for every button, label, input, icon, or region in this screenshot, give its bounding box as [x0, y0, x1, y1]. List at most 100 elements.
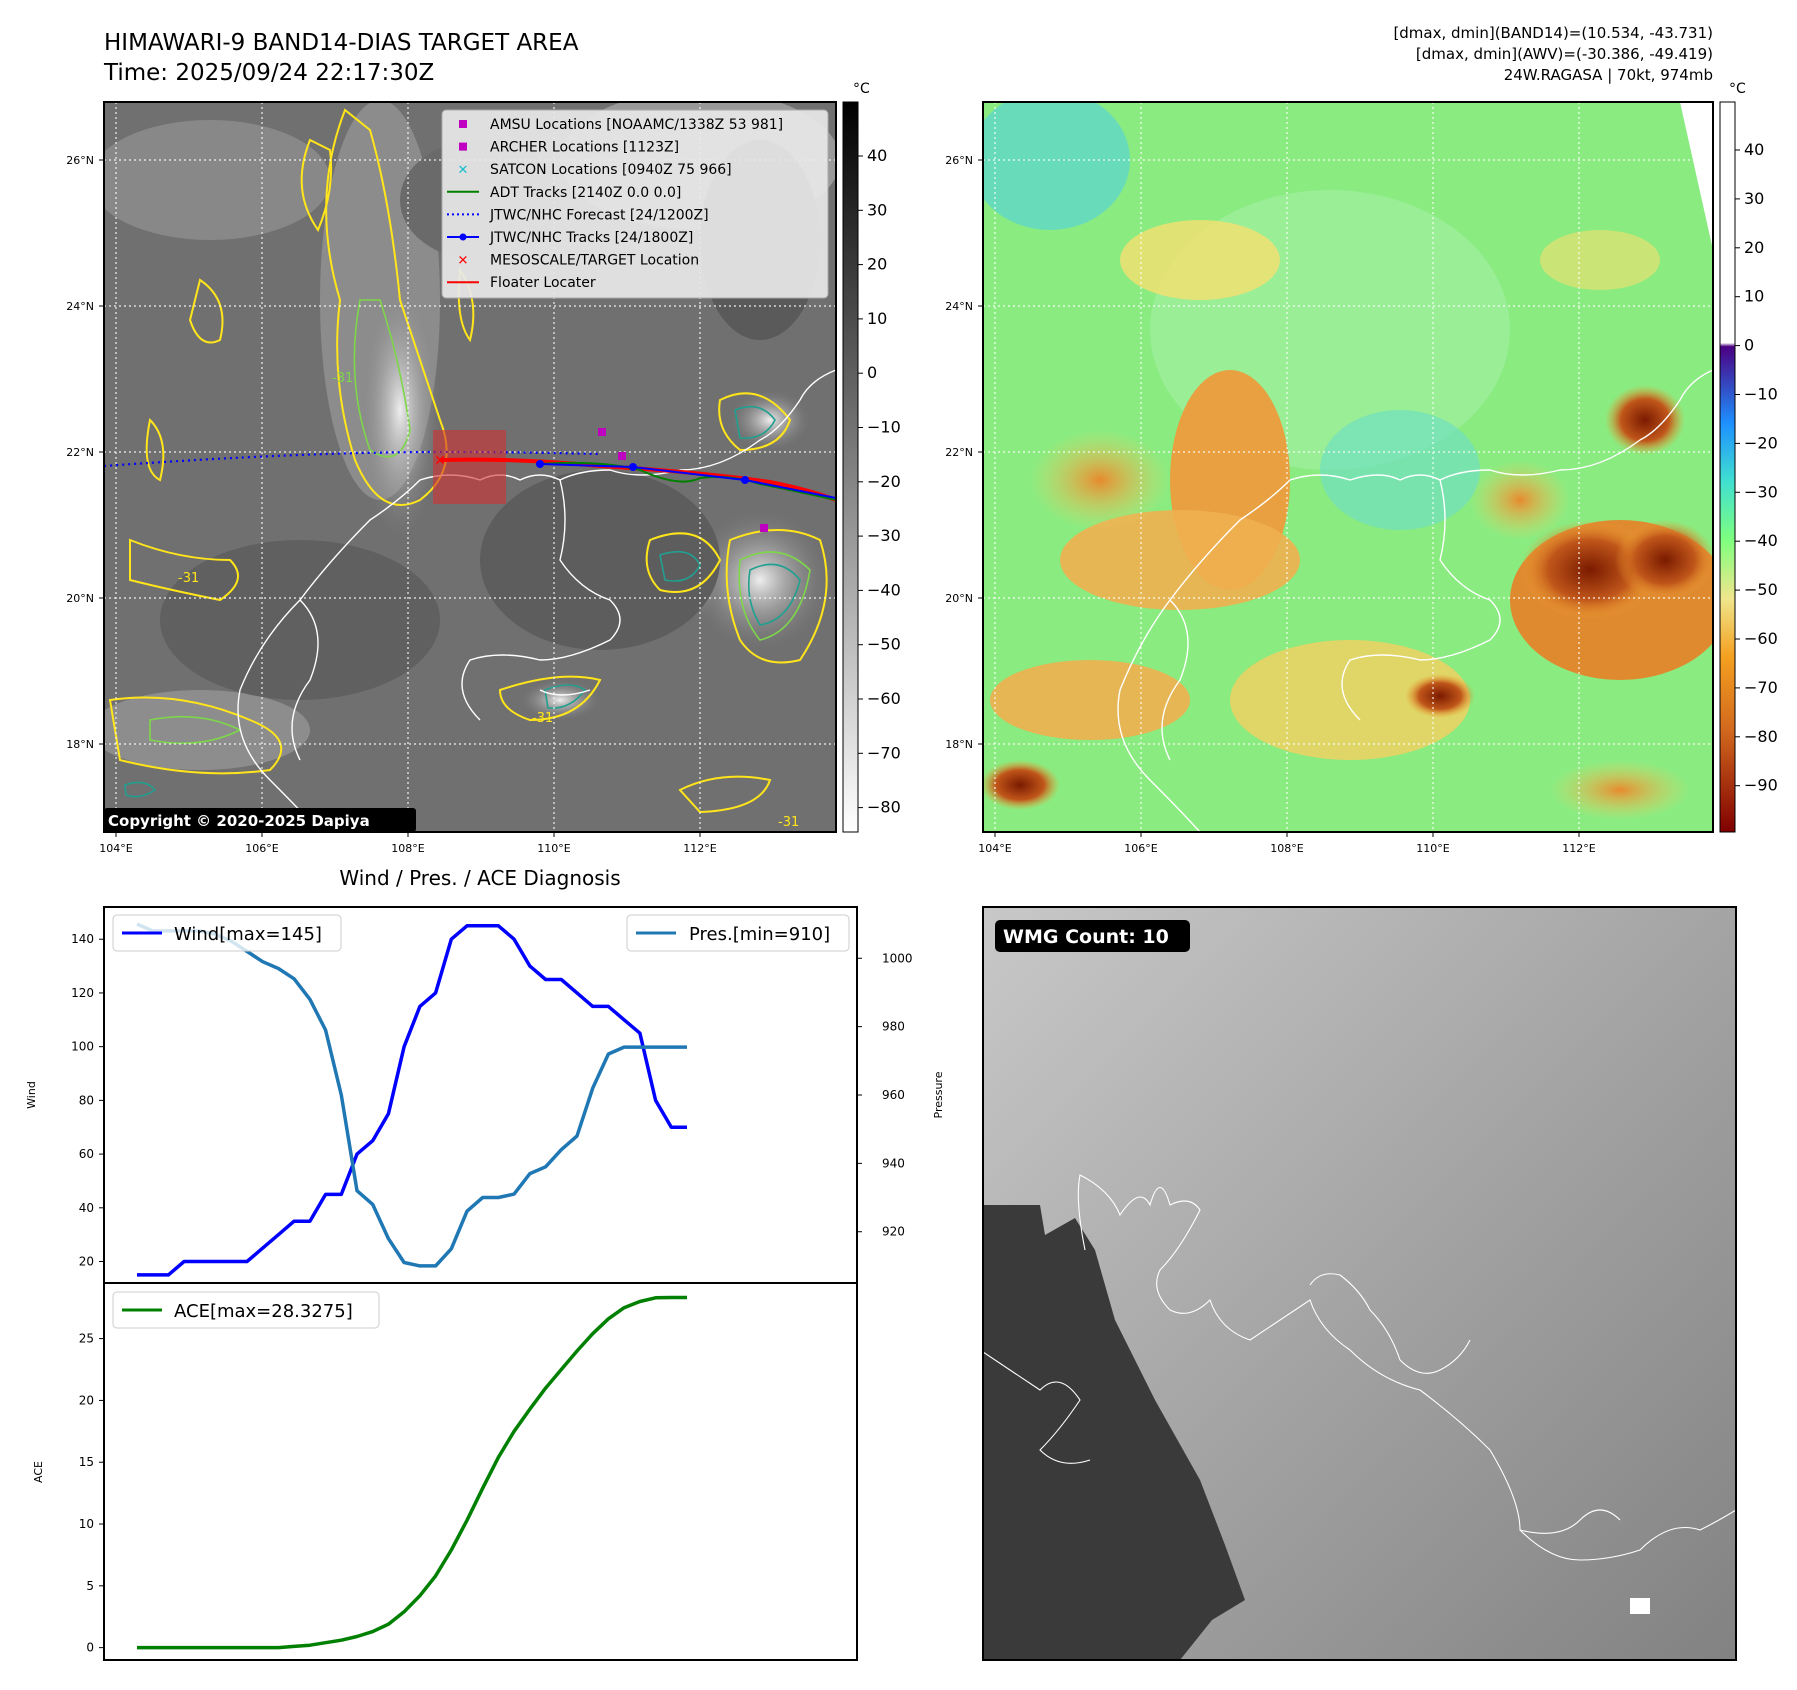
wmg-count-label: WMG Count: 10 [1003, 926, 1169, 948]
wind-tick-label: 80 [79, 1093, 94, 1107]
ace-chart: 25 20 15 10 5 0 ACE ACE[max=28.3275] [32, 1282, 858, 1661]
lon-tick-label: 112°E [683, 842, 716, 855]
colorbar-tick-label: −10 [1744, 385, 1778, 404]
wind-legend-label: Wind[max=145] [174, 924, 322, 945]
band14-colorbar: °C 40 30 20 10 0 −10 −20 −30 −40 −50 −60 −70 −80 [842, 81, 901, 833]
wind-tick-label: 140 [71, 932, 94, 946]
ace-legend: ACE[max=28.3275] [112, 1291, 380, 1329]
colorbar-tick-label: −90 [1744, 776, 1778, 795]
wmg-dark-region [983, 1205, 1245, 1660]
ace-tick-label: 10 [79, 1517, 94, 1531]
colorbar-tick-label: −60 [867, 689, 901, 708]
legend-label: JTWC/NHC Tracks [24/1800Z] [489, 230, 693, 246]
info-line-awv: [dmax, dmin](AWV)=(-30.386, -49.419) [1416, 45, 1713, 63]
legend-entry: JTWC/NHC Forecast [24/1200Z] [447, 207, 709, 223]
amsu-marker [598, 428, 606, 436]
legend-entry: Floater Locater [447, 275, 596, 291]
pressure-legend: Pres.[min=910] [626, 914, 850, 952]
colorbar-tick-label: 20 [1744, 238, 1764, 257]
lat-tick-label: 20°N [66, 592, 94, 605]
legend-entry: ✕ MESOSCALE/TARGET Location [458, 253, 700, 269]
wind-tick-label: 100 [71, 1040, 94, 1054]
legend-label: Floater Locater [490, 275, 596, 291]
colorbar-unit: °C [1729, 81, 1746, 97]
lon-tick-label: 108°E [1270, 842, 1303, 855]
band14-lon-ticks: 104°E 106°E 108°E 110°E 112°E [99, 832, 717, 855]
legend-entry: ARCHER Locations [1123Z] [459, 140, 679, 156]
lat-tick-label: 22°N [66, 446, 94, 459]
ace-legend-label: ACE[max=28.3275] [174, 1301, 353, 1322]
jtwc-track-point [741, 476, 749, 484]
colorbar-tick-label: −80 [867, 798, 901, 817]
colorbar-tick-label: −70 [867, 743, 901, 762]
lat-tick-label: 26°N [945, 154, 973, 167]
awv-lat-ticks: 26°N 24°N 22°N 20°N 18°N [945, 154, 983, 751]
colorbar-tick-label: −30 [1744, 482, 1778, 501]
ace-tick-label: 20 [79, 1393, 94, 1407]
wind-series-line [137, 924, 687, 1277]
ace-tick-label: 25 [79, 1332, 94, 1346]
colorbar-tick-label: −20 [1744, 433, 1778, 452]
awv-map-panel [982, 101, 1714, 833]
wind-legend: Wind[max=145] [112, 914, 342, 952]
pressure-tick-label: 980 [882, 1020, 905, 1034]
colorbar-unit: °C [853, 81, 870, 97]
colorbar-tick-label: 20 [867, 255, 887, 274]
legend-label: MESOSCALE/TARGET Location [490, 253, 699, 269]
legend-entry: ✕ SATCON Locations [0940Z 75 966] [458, 162, 732, 178]
diagnosis-title: Wind / Pres. / ACE Diagnosis [339, 866, 620, 890]
pressure-tick-label: 940 [882, 1156, 905, 1170]
colorbar-tick-label: 30 [1744, 189, 1764, 208]
band14-lat-ticks: 26°N 24°N 22°N 20°N 18°N [66, 154, 104, 751]
lon-tick-label: 106°E [245, 842, 278, 855]
mesoscale-target-marker: ✕ [434, 453, 446, 469]
pressure-legend-label: Pres.[min=910] [689, 924, 830, 945]
legend-label: JTWC/NHC Forecast [24/1200Z] [489, 207, 709, 223]
lon-tick-label: 104°E [99, 842, 132, 855]
jtwc-track-line [539, 463, 836, 499]
colorbar-tick-label: 40 [1744, 140, 1764, 159]
legend-x-marker: ✕ [458, 163, 469, 178]
legend-entry: ADT Tracks [2140Z 0.0 0.0] [447, 185, 681, 201]
legend-x-marker: ✕ [458, 254, 469, 269]
ace-tick-label: 5 [86, 1579, 94, 1593]
floater-locater-box [433, 430, 506, 504]
lon-tick-label: 106°E [1124, 842, 1157, 855]
colorbar-tick-label: −40 [867, 580, 901, 599]
wmg-count-badge [995, 920, 1190, 952]
colorbar-tick-label: −60 [1744, 629, 1778, 648]
colorbar-tick-label: −70 [1744, 678, 1778, 697]
contour-label: -31 [332, 371, 353, 386]
lon-tick-label: 108°E [391, 842, 424, 855]
colorbar-tick-label: −50 [867, 635, 901, 654]
legend-label: AMSU Locations [NOAAMC/1338Z 53 981] [490, 117, 783, 133]
wmg-panel: WMG Count: 10 [982, 906, 1737, 1661]
colorbar-tick-label: 30 [867, 200, 887, 219]
lat-tick-label: 24°N [945, 300, 973, 313]
awv-colorbar: °C 40 30 20 10 0 −10 −20 −30 −40 −50 −60 −70 −80 −90 [1719, 81, 1778, 833]
band14-map-legend: AMSU Locations [NOAAMC/1338Z 53 981] ARCH… [441, 109, 829, 299]
lat-tick-label: 22°N [945, 446, 973, 459]
adt-track-line [539, 461, 836, 501]
ace-axis-label: ACE [32, 1461, 45, 1483]
jtwc-forecast-line [104, 450, 601, 468]
wind-tick-label: 40 [79, 1201, 94, 1215]
awv-lon-ticks: 104°E 106°E 108°E 110°E 112°E [978, 832, 1596, 855]
colorbar-tick-label: −20 [867, 472, 901, 491]
wmg-bright-pixel [1630, 1598, 1650, 1614]
ace-tick-label: 0 [86, 1641, 94, 1655]
legend-label: ADT Tracks [2140Z 0.0 0.0] [490, 185, 681, 201]
contour-label: -31 [778, 815, 799, 830]
contour-label: -31 [178, 571, 199, 586]
info-line-storm: 24W.RAGASA | 70kt, 974mb [1504, 66, 1713, 84]
colorbar-tick-label: −80 [1744, 727, 1778, 746]
wind-axis-label: Wind [25, 1081, 38, 1109]
jtwc-track-point [629, 463, 637, 471]
colorbar-tick-label: −40 [1744, 531, 1778, 550]
colorbar-tick-label: −10 [867, 418, 901, 437]
legend-label: ARCHER Locations [1123Z] [490, 140, 679, 156]
amsu-marker [760, 524, 768, 532]
colorbar-tick-label: 40 [867, 146, 887, 165]
